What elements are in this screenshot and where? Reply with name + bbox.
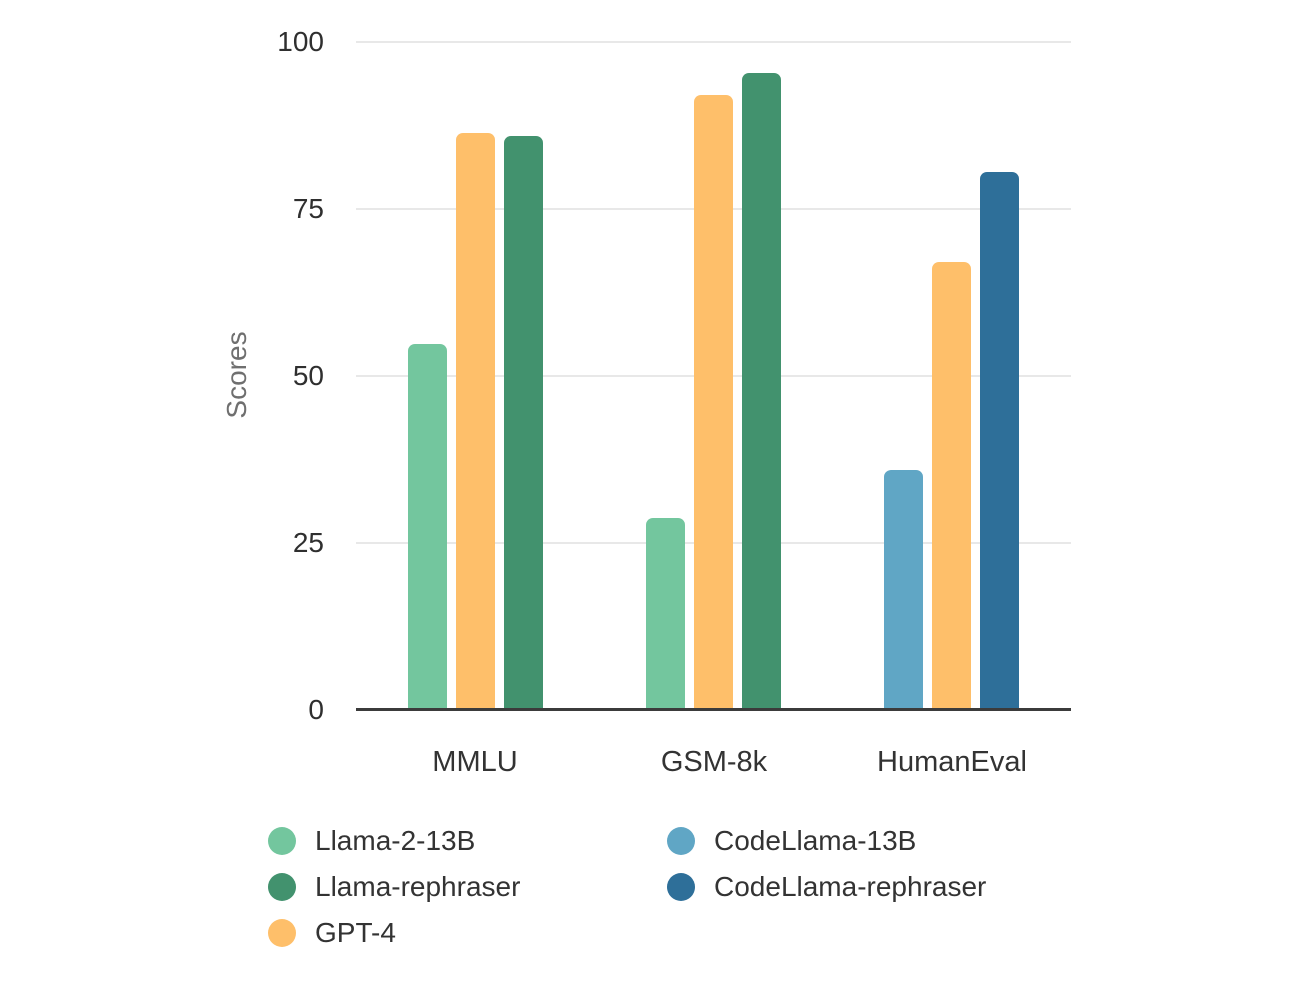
bar-llama-2-13b-gsm-8k <box>646 518 685 709</box>
gridline-100 <box>356 41 1071 43</box>
legend-swatch-llama-rephraser-icon <box>268 873 296 901</box>
bar-gpt-4-mmlu <box>456 133 495 709</box>
legend-label-gpt-4: GPT-4 <box>315 917 396 948</box>
legend-label-codellama-rephraser: CodeLlama-rephraser <box>714 871 987 902</box>
x-category-label-mmlu: MMLU <box>432 746 518 778</box>
y-tick-label-50: 50 <box>292 360 324 391</box>
legend-label-codellama-13b: CodeLlama-13B <box>714 825 917 856</box>
y-tick-label-100: 100 <box>277 26 324 57</box>
legend-swatch-codellama-13b-icon <box>667 827 695 855</box>
bar-llama-rephraser-mmlu <box>504 136 543 709</box>
legend-item-llama-2-13b: Llama-2-13B <box>268 818 520 864</box>
x-category-label-humaneval: HumanEval <box>877 746 1027 778</box>
bar-llama-rephraser-gsm-8k <box>742 73 781 709</box>
legend-swatch-codellama-rephraser-icon <box>667 873 695 901</box>
bar-gpt-4-gsm-8k <box>694 95 733 709</box>
bar-llama-2-13b-mmlu <box>408 344 447 709</box>
legend-column-1: Llama-2-13B Llama-rephraser GPT-4 <box>268 818 520 956</box>
y-tick-label-75: 75 <box>292 193 324 224</box>
y-tick-label-25: 25 <box>292 527 324 558</box>
legend-item-gpt-4: GPT-4 <box>268 910 520 956</box>
legend-swatch-gpt-4-icon <box>268 919 296 947</box>
bar-codellama-rephraser-humaneval <box>980 172 1019 709</box>
legend-item-llama-rephraser: Llama-rephraser <box>268 864 520 910</box>
legend-swatch-llama-2-13b-icon <box>268 827 296 855</box>
bar-gpt-4-humaneval <box>932 262 971 709</box>
legend-item-codellama-13b: CodeLlama-13B <box>667 818 986 864</box>
x-category-label-gsm-8k: GSM-8k <box>660 746 768 778</box>
legend-item-codellama-rephraser: CodeLlama-rephraser <box>667 864 986 910</box>
legend-column-2: CodeLlama-13B CodeLlama-rephraser <box>667 818 986 910</box>
legend-label-llama-2-13b: Llama-2-13B <box>315 825 476 856</box>
x-axis-line <box>356 708 1071 711</box>
bar-codellama-13b-humaneval <box>884 470 923 709</box>
y-tick-label-0: 0 <box>308 694 324 725</box>
legend-label-llama-rephraser: Llama-rephraser <box>315 871 521 902</box>
